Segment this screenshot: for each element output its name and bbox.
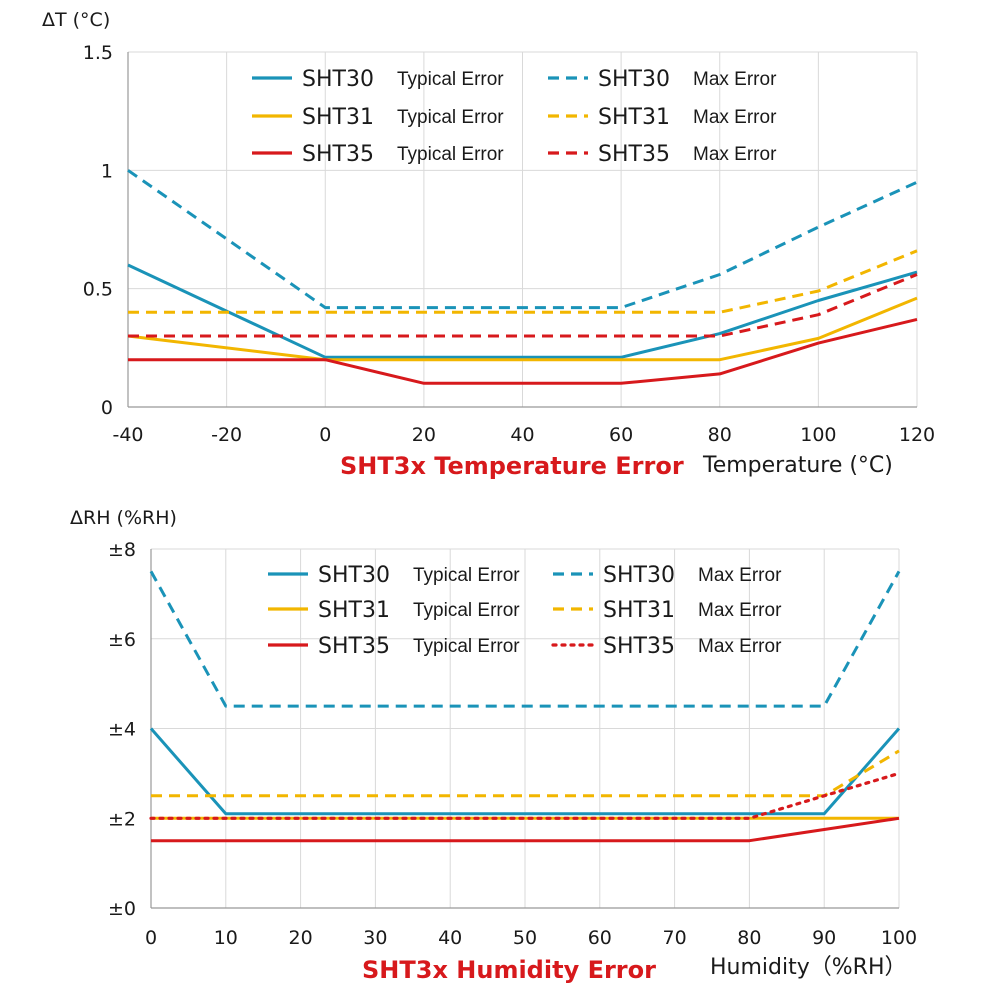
temperature-x-tick-label: 0 [319, 424, 331, 446]
legend-item-sht35-max: SHT35 Max Error [551, 634, 782, 659]
temperature-legend: SHT30 Typical Error SHT30 Max Error SHT31 Typ… [252, 67, 777, 167]
humidity-series-sht35-max-line [149, 771, 901, 820]
legend-model-name: SHT31 [302, 105, 374, 130]
temperature-x-tick-label: 120 [899, 424, 935, 446]
humidity-y-tick-label: ±6 [108, 629, 136, 651]
legend-error-kind: Max Error [698, 636, 782, 657]
legend-model-name: SHT30 [603, 563, 675, 588]
temperature-series-sht35-max-line [128, 273, 918, 338]
legend-item-sht31-max: SHT31 Max Error [553, 598, 782, 623]
humidity-x-tick-label: 100 [881, 927, 917, 949]
legend-error-kind: Max Error [693, 144, 777, 165]
humidity-legend: SHT30 Typical Error SHT30 Max Error SHT31 Typ… [268, 563, 782, 659]
temperature-y-tick-label: 1 [101, 160, 113, 182]
legend-error-kind: Typical Error [397, 144, 504, 165]
legend-error-kind: Max Error [693, 107, 777, 128]
legend-error-kind: Max Error [698, 600, 782, 621]
humidity-x-tick-label: 50 [513, 927, 537, 949]
legend-model-name: SHT30 [598, 67, 670, 92]
legend-item-sht30-max: SHT30 Max Error [553, 563, 782, 588]
temperature-x-tick-label: 60 [609, 424, 633, 446]
legend-item-sht30-typical: SHT30 Typical Error [252, 67, 504, 92]
legend-item-sht35-typical: SHT35 Typical Error [268, 634, 520, 659]
legend-item-sht35-typical: SHT35 Typical Error [252, 142, 504, 167]
legend-item-sht35-max: SHT35 Max Error [548, 142, 777, 167]
legend-item-sht31-typical: SHT31 Typical Error [252, 105, 504, 130]
legend-model-name: SHT31 [318, 598, 390, 623]
legend-error-kind: Typical Error [413, 565, 520, 586]
temperature-x-tick-label: 100 [800, 424, 836, 446]
legend-error-kind: Typical Error [397, 107, 504, 128]
humidity-x-tick-label: 70 [663, 927, 687, 949]
temperature-y-tick-label: 1.5 [83, 42, 113, 64]
humidity-y-tick-label: ±2 [108, 808, 136, 830]
temperature-series-sht35-typical-line [128, 317, 918, 385]
temperature-y-tick-label: 0 [101, 397, 113, 419]
legend-error-kind: Max Error [693, 69, 777, 90]
legend-error-kind: Typical Error [397, 69, 504, 90]
temperature-x-axis-label: Temperature (°C) [702, 453, 893, 478]
legend-item-sht30-max: SHT30 Max Error [548, 67, 777, 92]
humidity-y-tick-label: ±4 [108, 719, 136, 741]
humidity-y-tick-label: ±8 [108, 539, 136, 561]
temperature-x-tick-label: 20 [412, 424, 436, 446]
legend-error-kind: Typical Error [413, 636, 520, 657]
temperature-y-axis-label: ΔT (°C) [42, 9, 110, 31]
legend-model-name: SHT30 [302, 67, 374, 92]
temperature-chart: -40 -20 0 20 40 60 80 100 120 0 0.5 1 1.5 ΔT (°C) Temp… [42, 9, 935, 480]
humidity-x-axis-label: Humidity（%RH） [710, 955, 907, 980]
humidity-chart: 0 10 20 30 40 50 60 70 80 90 100 ±0 ±2 ±4 ±6 ±8 ΔRH (%RH… [70, 507, 917, 984]
humidity-x-tick-label: 40 [438, 927, 462, 949]
legend-model-name: SHT35 [598, 142, 670, 167]
temperature-x-tick-label: 40 [510, 424, 534, 446]
legend-model-name: SHT35 [318, 634, 390, 659]
temperature-series-sht31-typical-line [127, 296, 918, 362]
legend-model-name: SHT35 [302, 142, 374, 167]
humidity-series-sht35-typical-line [151, 816, 900, 843]
legend-error-kind: Typical Error [413, 600, 520, 621]
legend-item-sht31-max: SHT31 Max Error [548, 105, 777, 130]
legend-item-sht30-typical: SHT30 Typical Error [268, 563, 520, 588]
humidity-series-sht30-typical-line [149, 727, 901, 816]
legend-model-name: SHT31 [603, 598, 675, 623]
humidity-x-tick-label: 80 [737, 927, 761, 949]
temperature-x-tick-label: -20 [211, 424, 242, 446]
humidity-series-sht30-max-line [149, 570, 901, 708]
legend-item-sht31-typical: SHT31 Typical Error [268, 598, 520, 623]
temperature-x-tick-label: -40 [112, 424, 143, 446]
humidity-y-tick-label: ±0 [108, 898, 136, 920]
legend-model-name: SHT30 [318, 563, 390, 588]
humidity-x-tick-label: 30 [363, 927, 387, 949]
legend-model-name: SHT35 [603, 634, 675, 659]
humidity-x-tick-label: 20 [289, 927, 313, 949]
temperature-x-tick-label: 80 [708, 424, 732, 446]
temperature-chart-title: SHT3x Temperature Error [340, 452, 684, 480]
temperature-series-sht30-typical-line [127, 263, 918, 359]
temperature-series-sht30-max-line [127, 169, 918, 310]
humidity-x-tick-label: 90 [812, 927, 836, 949]
legend-error-kind: Max Error [698, 565, 782, 586]
humidity-x-tick-label: 0 [145, 927, 157, 949]
temperature-series-sht31-max-line [128, 249, 918, 314]
temperature-y-tick-label: 0.5 [83, 279, 113, 301]
legend-model-name: SHT31 [598, 105, 670, 130]
humidity-x-tick-label: 60 [588, 927, 612, 949]
humidity-x-tick-label: 10 [214, 927, 238, 949]
humidity-y-axis-label: ΔRH (%RH) [70, 507, 177, 529]
humidity-chart-title: SHT3x Humidity Error [362, 956, 656, 984]
